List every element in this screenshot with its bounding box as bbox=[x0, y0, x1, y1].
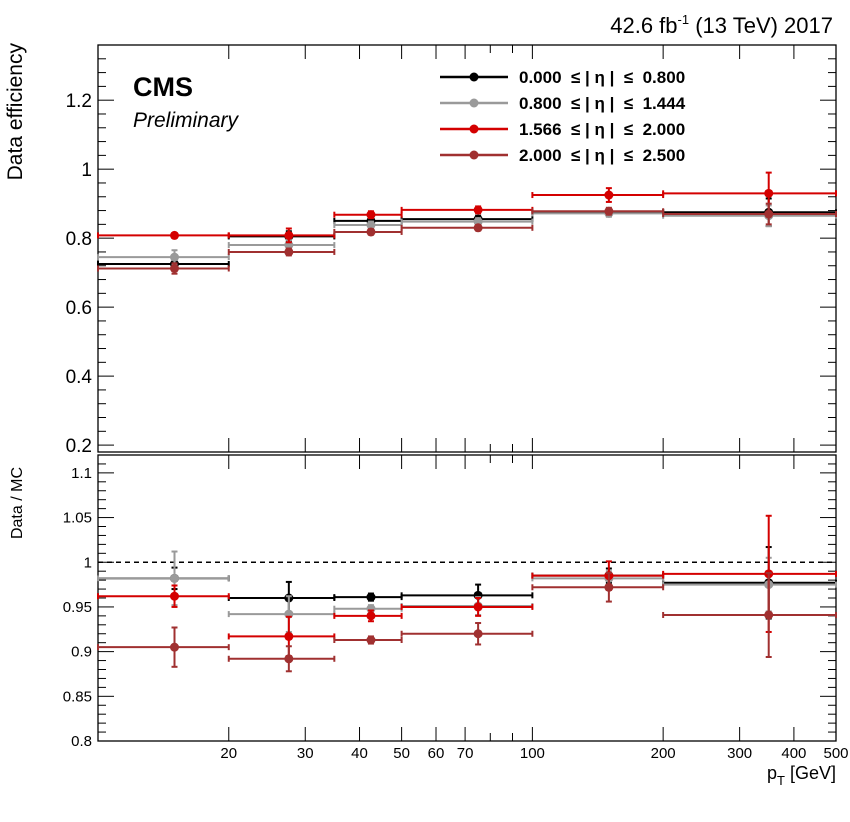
legend-label: 2.000 ≤ | η | ≤ 2.500 bbox=[519, 146, 685, 165]
y-tick-label: 1 bbox=[81, 160, 92, 181]
x-axis-label: pT [GeV] bbox=[767, 763, 836, 788]
data-point bbox=[604, 582, 614, 592]
x-tick-label: 50 bbox=[393, 745, 410, 762]
data-point bbox=[284, 247, 294, 257]
panel-0: 0.2 0.4 0.6 0.8 1 1.2 bbox=[66, 44, 837, 457]
series-1 bbox=[97, 550, 837, 633]
data-point bbox=[366, 611, 376, 621]
x-tick-label: 400 bbox=[781, 745, 806, 762]
data-point bbox=[366, 220, 376, 230]
y-tick-label: 1.05 bbox=[63, 510, 92, 527]
legend-marker bbox=[469, 150, 479, 160]
series-3 bbox=[97, 202, 837, 275]
legend-marker bbox=[469, 98, 479, 108]
x-tick-label: 500 bbox=[823, 745, 848, 762]
data-point bbox=[366, 635, 376, 645]
y-tick-label: 1.1 bbox=[71, 465, 92, 482]
data-point bbox=[366, 227, 376, 237]
legend: 0.000 ≤ | η | ≤ 0.800 0.800 ≤ | η | ≤ 1.4… bbox=[440, 68, 686, 165]
cms-label: CMS bbox=[133, 72, 193, 102]
data-point bbox=[473, 629, 483, 639]
y-tick-label: 0.9 bbox=[71, 644, 92, 661]
series-2 bbox=[97, 514, 837, 658]
legend-marker bbox=[469, 72, 479, 82]
data-point bbox=[169, 264, 179, 274]
y-tick-label: 0.85 bbox=[63, 688, 92, 705]
data-point bbox=[764, 188, 774, 198]
x-tick-label: 20 bbox=[220, 745, 237, 762]
y-tick-label: 0.95 bbox=[63, 599, 92, 616]
legend-label: 0.800 ≤ | η | ≤ 1.444 bbox=[519, 94, 686, 113]
y-tick-label: 0.8 bbox=[71, 733, 92, 750]
legend-marker bbox=[469, 124, 479, 134]
data-point bbox=[473, 217, 483, 227]
data-point bbox=[284, 631, 294, 641]
data-point bbox=[169, 591, 179, 601]
data-point bbox=[169, 573, 179, 583]
top-y-axis-label: Data efficiency bbox=[4, 43, 27, 181]
legend-label: 1.566 ≤ | η | ≤ 2.000 bbox=[519, 120, 685, 139]
data-point bbox=[604, 206, 614, 216]
data-point bbox=[366, 592, 376, 602]
x-tick-label: 100 bbox=[520, 745, 545, 762]
y-tick-label: 0.8 bbox=[66, 229, 92, 250]
data-point bbox=[284, 654, 294, 664]
data-point bbox=[366, 210, 376, 220]
data-point bbox=[764, 610, 774, 620]
x-tick-label: 40 bbox=[351, 745, 368, 762]
x-tick-label: 30 bbox=[297, 745, 314, 762]
panel-1: 0.8 0.85 0.9 0.95 1 1.05 1.1 bbox=[63, 454, 837, 750]
x-tick-label: 60 bbox=[428, 745, 445, 762]
y-tick-label: 0.6 bbox=[66, 298, 92, 319]
data-point bbox=[604, 190, 614, 200]
y-tick-label: 0.2 bbox=[66, 436, 92, 457]
y-tick-label: 1.2 bbox=[66, 91, 92, 112]
data-point bbox=[764, 209, 774, 219]
preliminary-label: Preliminary bbox=[133, 109, 240, 132]
x-tick-label: 200 bbox=[651, 745, 676, 762]
y-tick-label: 1 bbox=[84, 554, 92, 571]
data-point bbox=[284, 230, 294, 240]
plot-frame bbox=[97, 454, 837, 742]
y-tick-label: 0.4 bbox=[66, 367, 93, 388]
data-point bbox=[169, 230, 179, 240]
data-point bbox=[473, 602, 483, 612]
data-point bbox=[473, 205, 483, 215]
bottom-y-axis-label: Data / MC bbox=[9, 467, 26, 539]
series-2 bbox=[97, 171, 837, 244]
series-3 bbox=[97, 571, 837, 673]
legend-label: 0.000 ≤ | η | ≤ 0.800 bbox=[519, 68, 685, 87]
data-point bbox=[473, 223, 483, 233]
data-point bbox=[169, 642, 179, 652]
x-tick-label: 300 bbox=[727, 745, 752, 762]
plot-frame bbox=[97, 44, 837, 453]
data-point bbox=[169, 252, 179, 262]
x-tick-label: 70 bbox=[457, 745, 474, 762]
lumi-label: 42.6 fb-1 (13 TeV) 2017 bbox=[610, 12, 833, 38]
